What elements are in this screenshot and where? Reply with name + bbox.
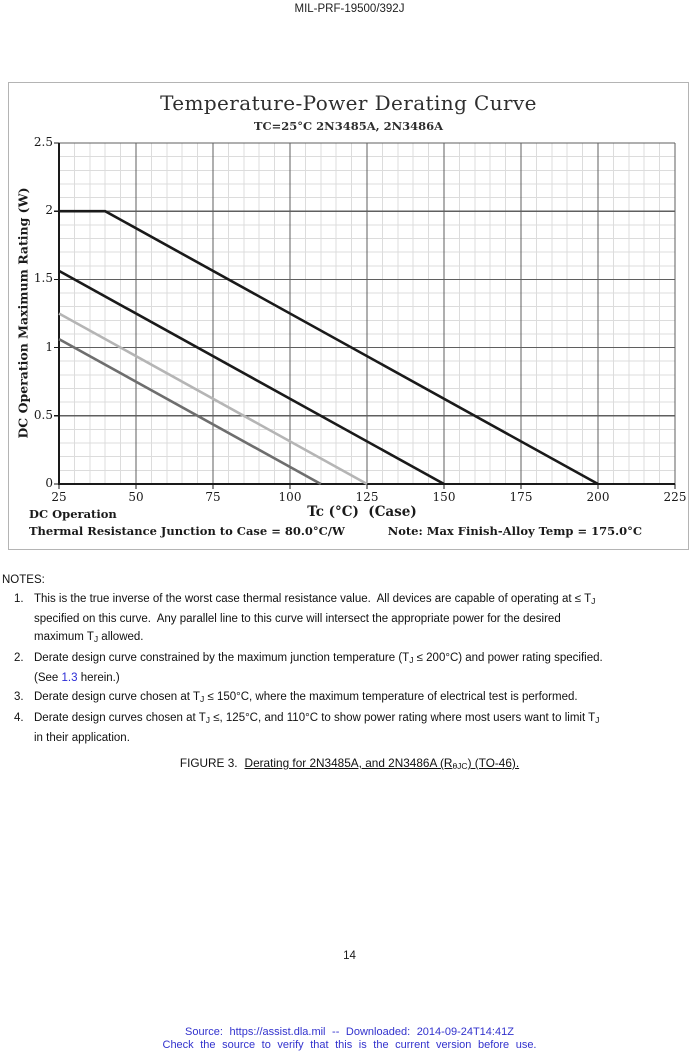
text-run: ≤, 125°C, and 110°C to show power rating… [210,712,596,724]
subscript: J [93,634,99,644]
chart-subtitle: TC=25°C 2N3485A, 2N3486A [253,119,444,133]
note-number: 4. [14,712,24,724]
footer-warning-line: Check the source to verify that this is … [162,1038,537,1051]
note-number: 1. [14,593,24,605]
derating-curve-1 [59,209,599,486]
derating-chart-plot [54,142,676,489]
y-tick-label: 0 [45,476,53,490]
note-item: 4. Derate design curves chosen at TJ ≤, 1… [2,709,698,747]
x-tick-label: 175 [509,490,533,504]
cross-reference-link[interactable]: 1.3 [61,672,78,684]
document-spec-number: MIL-PRF-19500/392J [294,3,405,15]
derating-chart-panel: Temperature-Power Derating Curve TC=25°C… [8,82,689,550]
text-run: ≤ 150°C, where the maximum temperature o… [204,691,578,703]
x-tick-label: 200 [586,490,610,504]
chart-footnote-dc-operation: DC Operation [29,507,117,521]
x-tick-label: 25 [51,490,67,504]
note-text: Derate design curves chosen at TJ ≤, 125… [34,712,599,744]
note-number: 2. [14,652,24,664]
note-text: Derate design curve constrained by the m… [34,652,603,684]
text-run: Derate design curves chosen at T [34,712,206,724]
text-run: specified on this curve. Any parallel li… [34,613,561,643]
subscript: J [591,596,596,606]
note-number: 3. [14,691,24,703]
x-tick-label: 75 [205,490,221,504]
subscript: J [409,655,414,665]
text-run: herein.) [77,672,120,684]
y-axis-title: DC Operation Maximum Rating (W) [15,187,31,439]
note-item: 2. Derate design curve constrained by the… [2,649,698,687]
subscript: J [595,715,600,725]
x-tick-label: 100 [278,490,302,504]
figure-caption: FIGURE 3. Derating for 2N3485A, and 2N348… [0,756,699,771]
note-text: This is the true inverse of the worst ca… [34,593,596,644]
figure-caption-prefix: FIGURE 3. [179,756,238,770]
note-text: Derate design curve chosen at TJ ≤ 150°C… [34,691,578,704]
notes-list: 1. This is the true inverse of the worst … [2,590,698,747]
x-tick-label: 150 [432,490,456,504]
text-run: ) (TO-46). [467,756,520,770]
text-run: ≤ 200°C) and power rating specified. (Se… [34,652,603,684]
text-run: Derating for 2N3485A, and 2N3486A (R [244,756,453,770]
y-tick-label: 1.5 [33,271,53,286]
text-run: This is the true inverse of the worst ca… [34,593,592,605]
document-footer: Source: https://assist.dla.mil -- Downlo… [0,1026,699,1051]
text-run: Derate design curve chosen at T [34,691,200,703]
y-tick-label: 2 [45,203,53,218]
note-item: 1. This is the true inverse of the worst … [2,590,698,648]
text-run: in their application. [34,732,130,744]
figure-caption-title: Derating for 2N3485A, and 2N3486A (RθJC)… [244,756,520,771]
y-tick-label: 1 [45,339,53,354]
derating-curve-4 [58,337,322,486]
x-axis-title: Tc (°C) (Case) [307,504,417,520]
subscript: J [200,694,205,704]
note-item: 3. Derate design curve chosen at TJ ≤ 150… [2,688,698,708]
x-tick-label: 225 [663,490,687,504]
derating-curve-3 [58,312,368,486]
subscript: J [205,715,210,725]
y-tick-label: 0.5 [33,407,53,422]
derating-curve-2 [58,269,445,486]
chart-footnote-thermal-resistance: Thermal Resistance Junction to Case = 80… [29,524,345,538]
notes-heading: NOTES: [2,574,45,586]
notes-section: NOTES: 1. This is the true inverse of the… [2,571,698,747]
x-tick-label: 125 [355,490,379,504]
subscript: θJC [452,761,468,771]
y-tick-label: 2.5 [33,135,53,149]
chart-footnote-max-finish-alloy-temp: Note: Max Finish-Alloy Temp = 175.0°C [387,524,642,538]
text-run: allowed. [98,631,144,643]
chart-title: Temperature-Power Derating Curve [160,91,537,115]
text-run: Derate design curve constrained by the m… [34,652,410,664]
footer-source-line: Source: https://assist.dla.mil -- Downlo… [185,1026,514,1038]
page-number: 14 [343,950,356,962]
x-tick-label: 50 [128,490,144,504]
